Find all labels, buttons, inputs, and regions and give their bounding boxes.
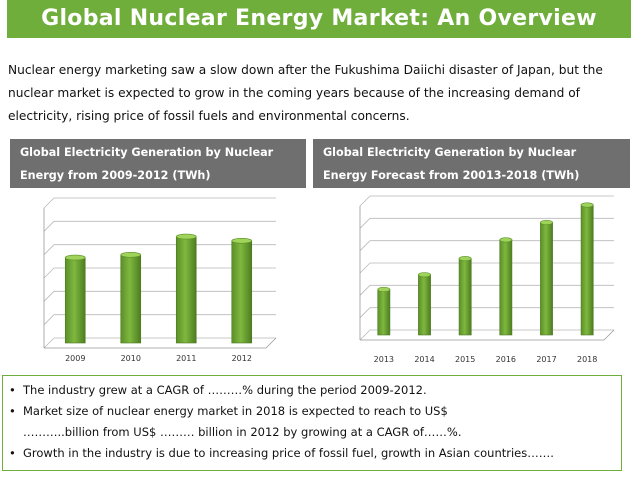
bar-top bbox=[418, 272, 431, 278]
gridline-depth bbox=[43, 221, 55, 232]
bar bbox=[580, 204, 594, 336]
bar bbox=[377, 289, 391, 336]
bar bbox=[499, 239, 513, 336]
left-chart-header: Global Electricity Generation by Nuclear… bbox=[10, 139, 306, 188]
right-chart-header: Global Electricity Generation by Nuclear… bbox=[313, 139, 630, 188]
gridline-depth bbox=[359, 329, 371, 341]
key-points-box: • The industry grew at a CAGR of ………% dur… bbox=[2, 375, 622, 471]
bullet-dot-icon: • bbox=[9, 383, 16, 397]
bullet-dot-icon: • bbox=[9, 404, 16, 418]
gridline-depth bbox=[43, 244, 55, 255]
bar-top bbox=[231, 237, 253, 244]
bar-top bbox=[580, 202, 594, 208]
x-tick-label: 2013 bbox=[374, 355, 394, 364]
gridline-depth bbox=[359, 218, 371, 229]
bar-top bbox=[540, 219, 553, 225]
bullet-text: Growth in the industry is due to increas… bbox=[23, 446, 554, 460]
bullet-text: The industry grew at a CAGR of ………% duri… bbox=[23, 383, 427, 397]
bar bbox=[540, 222, 553, 336]
left-chart-title-line2: Energy from 2009-2012 (TWh) bbox=[20, 169, 211, 182]
left-chart-title-line1: Global Electricity Generation by Nuclear bbox=[20, 146, 274, 159]
bar-top bbox=[64, 254, 86, 261]
bar bbox=[418, 274, 431, 336]
x-tick-label: 2010 bbox=[121, 354, 141, 363]
floor-edge bbox=[265, 337, 277, 349]
bar-top bbox=[499, 237, 513, 243]
x-tick-label: 2018 bbox=[577, 355, 597, 364]
x-tick-label: 2017 bbox=[536, 355, 556, 364]
bar bbox=[458, 258, 472, 336]
bar bbox=[64, 257, 86, 344]
gridline-depth bbox=[43, 314, 55, 325]
x-tick-label: 2015 bbox=[455, 355, 475, 364]
right-chart-title-line1: Global Electricity Generation by Nuclear bbox=[323, 146, 577, 159]
intro-paragraph: Nuclear energy marketing saw a slow down… bbox=[8, 59, 628, 128]
gridline-depth bbox=[43, 291, 55, 302]
bullet-dot-icon: • bbox=[9, 446, 16, 460]
bullet-item: • Growth in the industry is due to increa… bbox=[9, 443, 621, 464]
x-tick-label: 2014 bbox=[414, 355, 434, 364]
x-tick-label: 2011 bbox=[176, 354, 196, 363]
right-chart-title-line2: Energy Forecast from 20013-2018 (TWh) bbox=[323, 169, 580, 182]
gridline-depth bbox=[359, 195, 371, 207]
bar-top bbox=[377, 286, 391, 292]
x-tick-label: 2016 bbox=[496, 355, 516, 364]
historical-bar-chart: 2009 2010 2011 2012 bbox=[43, 197, 277, 363]
bar bbox=[231, 240, 253, 344]
intro-line: Nuclear energy marketing saw a slow down… bbox=[8, 63, 603, 77]
bullet-continuation: ………..billion from US$ ……… billion in 201… bbox=[23, 425, 462, 439]
bar bbox=[175, 236, 197, 344]
bar bbox=[120, 254, 142, 344]
bar-top bbox=[175, 233, 197, 240]
gridline-depth bbox=[43, 267, 55, 279]
forecast-bar-chart: 2013 2014 2015 2016 2017 2018 bbox=[359, 195, 615, 364]
bullet-item: • The industry grew at a CAGR of ………% dur… bbox=[9, 380, 621, 401]
page-title: Global Nuclear Energy Market: An Overvie… bbox=[7, 0, 631, 38]
x-tick-label: 2009 bbox=[65, 354, 85, 363]
bullet-text: Market size of nuclear energy market in … bbox=[23, 404, 448, 418]
gridline-depth bbox=[43, 337, 55, 349]
bullet-item: • Market size of nuclear energy market in… bbox=[9, 401, 621, 422]
intro-line: nuclear market is expected to grow in th… bbox=[8, 86, 580, 100]
gridline-depth bbox=[359, 262, 371, 274]
gridline-depth bbox=[359, 307, 371, 318]
gridline-depth bbox=[359, 285, 371, 296]
intro-line: electricity, rising price of fossil fuel… bbox=[8, 109, 410, 123]
floor-edge bbox=[603, 329, 615, 341]
bar-top bbox=[458, 256, 472, 262]
x-tick-label: 2012 bbox=[232, 354, 252, 363]
gridline-depth bbox=[43, 197, 55, 209]
gridline-depth bbox=[359, 240, 371, 251]
bar-top bbox=[120, 252, 142, 258]
